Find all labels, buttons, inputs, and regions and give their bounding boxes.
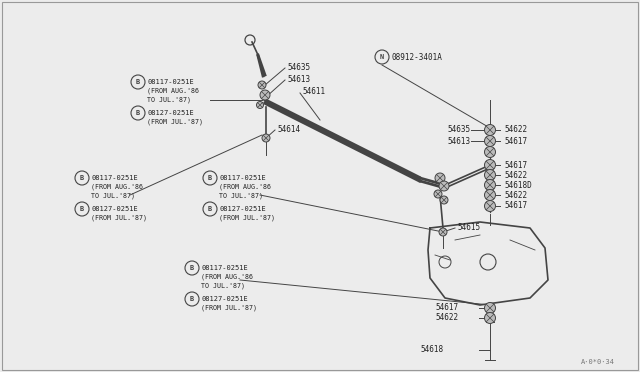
Text: 54611: 54611 (302, 87, 325, 96)
Circle shape (439, 181, 449, 191)
Text: (FROM JUL.'87): (FROM JUL.'87) (147, 119, 203, 125)
Text: TO JUL.'87): TO JUL.'87) (219, 193, 263, 199)
Text: 54617: 54617 (504, 202, 527, 211)
Text: 54617: 54617 (504, 137, 527, 145)
Text: B: B (80, 206, 84, 212)
Circle shape (435, 173, 445, 183)
Text: B: B (208, 206, 212, 212)
Circle shape (484, 135, 495, 147)
Text: 08912-3401A: 08912-3401A (392, 52, 443, 61)
Text: 08117-0251E: 08117-0251E (147, 79, 194, 85)
Circle shape (484, 170, 495, 180)
Text: 54617: 54617 (435, 304, 458, 312)
Circle shape (262, 134, 270, 142)
Circle shape (440, 196, 448, 204)
Circle shape (260, 90, 270, 100)
Text: B: B (190, 265, 194, 271)
Text: 08127-0251E: 08127-0251E (91, 206, 138, 212)
Circle shape (484, 125, 495, 135)
Text: TO JUL.'87): TO JUL.'87) (201, 283, 245, 289)
Circle shape (484, 189, 495, 201)
Circle shape (484, 312, 495, 324)
Text: 08117-0251E: 08117-0251E (91, 175, 138, 181)
Text: B: B (190, 296, 194, 302)
Text: (FROM JUL.'87): (FROM JUL.'87) (91, 215, 147, 221)
Circle shape (484, 160, 495, 170)
Circle shape (439, 256, 451, 268)
Text: 08117-0251E: 08117-0251E (201, 265, 248, 271)
Text: TO JUL.'87): TO JUL.'87) (91, 193, 135, 199)
Text: 54635: 54635 (447, 125, 470, 135)
Text: 54622: 54622 (504, 190, 527, 199)
Circle shape (257, 102, 264, 109)
Text: 54622: 54622 (435, 314, 458, 323)
Text: B: B (80, 175, 84, 181)
Circle shape (484, 201, 495, 212)
Text: (FROM AUG.'86: (FROM AUG.'86 (147, 88, 199, 94)
Circle shape (484, 147, 495, 157)
Text: 54614: 54614 (277, 125, 300, 134)
Circle shape (258, 81, 266, 89)
Text: 54635: 54635 (287, 62, 310, 71)
Text: 54615: 54615 (457, 222, 480, 231)
Text: 08127-0251E: 08127-0251E (147, 110, 194, 116)
Text: (FROM AUG.'86: (FROM AUG.'86 (219, 184, 271, 190)
Text: TO JUL.'87): TO JUL.'87) (147, 97, 191, 103)
Text: B: B (136, 110, 140, 116)
Text: (FROM JUL.'87): (FROM JUL.'87) (201, 305, 257, 311)
Circle shape (439, 228, 447, 236)
Text: 08127-0251E: 08127-0251E (219, 206, 266, 212)
Text: (FROM AUG.'86: (FROM AUG.'86 (201, 274, 253, 280)
Text: 54613: 54613 (447, 137, 470, 145)
Circle shape (484, 180, 495, 190)
Text: 54617: 54617 (504, 160, 527, 170)
Text: (FROM JUL.'87): (FROM JUL.'87) (219, 215, 275, 221)
Circle shape (484, 302, 495, 314)
Circle shape (480, 254, 496, 270)
Text: 54618: 54618 (420, 346, 443, 355)
Text: 54622: 54622 (504, 125, 527, 135)
Text: 54622: 54622 (504, 170, 527, 180)
Text: 08117-0251E: 08117-0251E (219, 175, 266, 181)
Text: N: N (380, 54, 384, 60)
Text: B: B (208, 175, 212, 181)
Text: 08127-0251E: 08127-0251E (201, 296, 248, 302)
Text: B: B (136, 79, 140, 85)
Circle shape (434, 190, 442, 198)
Text: 54618D: 54618D (504, 180, 532, 189)
Text: 54613: 54613 (287, 74, 310, 83)
Text: (FROM AUG.'86: (FROM AUG.'86 (91, 184, 143, 190)
Text: A·0*0·34: A·0*0·34 (581, 359, 615, 365)
